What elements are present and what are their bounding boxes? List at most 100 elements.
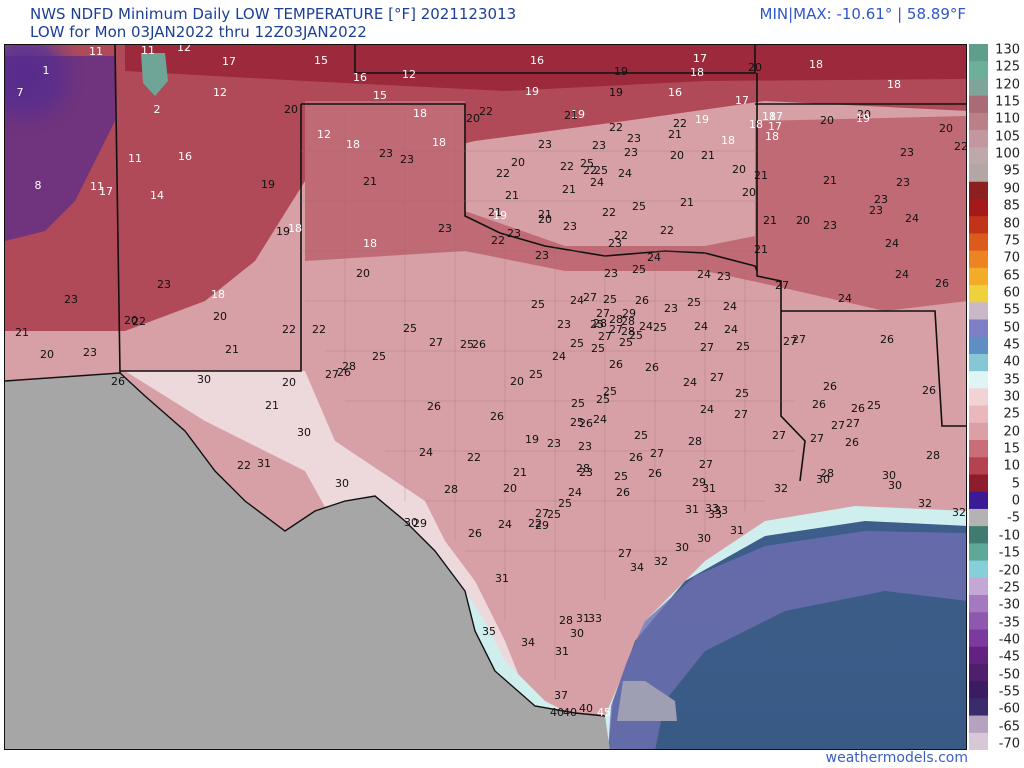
color-scale-tick: -50	[998, 667, 1020, 683]
temp-label: 8	[35, 179, 42, 192]
temp-label: 30	[570, 627, 584, 640]
temp-label: 12	[213, 86, 227, 99]
temp-label: 25	[596, 393, 610, 406]
color-scale-swatch	[969, 491, 988, 510]
temp-label: 20	[670, 149, 684, 162]
temp-label: 26	[337, 366, 351, 379]
color-scale-tick: -55	[998, 684, 1020, 700]
temp-label: 31	[730, 524, 744, 537]
temp-label: 11	[90, 180, 104, 193]
temp-label: 26	[648, 467, 662, 480]
credit-link[interactable]: weathermodels.com	[825, 750, 968, 766]
temp-label: 29	[413, 517, 427, 530]
color-scale-tick: -35	[998, 615, 1020, 631]
temp-label: 25	[653, 321, 667, 334]
color-scale-tick: 90	[1003, 181, 1020, 197]
temp-label: 24	[419, 446, 433, 459]
temp-label: 31	[702, 482, 716, 495]
map-title: NWS NDFD Minimum Daily LOW TEMPERATURE […	[30, 5, 516, 41]
color-scale-swatch	[969, 95, 988, 114]
color-scale-tick: 25	[1003, 406, 1020, 422]
temp-label: 23	[535, 249, 549, 262]
temp-label: 28	[926, 449, 940, 462]
color-scale-tick: -65	[998, 719, 1020, 735]
temp-label: 11	[128, 152, 142, 165]
temp-label: 18	[887, 78, 901, 91]
temp-label: 17	[769, 110, 783, 123]
color-scale-swatch	[969, 285, 988, 303]
temp-label: 18	[809, 58, 823, 71]
temp-label: 23	[664, 302, 678, 315]
temp-label: 21	[363, 175, 377, 188]
temp-label: 20	[939, 122, 953, 135]
temp-label: 40	[563, 706, 577, 719]
temp-label: 23	[592, 139, 606, 152]
temp-label: 26	[935, 277, 949, 290]
temp-label: 25	[867, 399, 881, 412]
temp-label: 1	[43, 64, 50, 77]
temp-label: 18	[721, 134, 735, 147]
temp-label: 24	[697, 268, 711, 281]
temp-label: 25	[570, 337, 584, 350]
temp-label: 20	[796, 214, 810, 227]
color-scale-swatch	[969, 181, 988, 200]
temperature-map[interactable]: 1 11 11 12 17 15 16 17 18 20 16 12 19 18 18 7 12 15 19 19 16…	[4, 44, 967, 750]
temp-label: 34	[521, 636, 535, 649]
temp-label: 25	[619, 336, 633, 349]
temp-label: 19	[571, 108, 585, 121]
temp-label: 23	[64, 293, 78, 306]
temp-label: 28	[342, 360, 356, 373]
temp-label: 19	[525, 433, 539, 446]
color-scale-swatch	[969, 457, 988, 476]
temp-label: 26	[645, 361, 659, 374]
color-scale-swatch	[969, 371, 988, 389]
temp-label: 32	[654, 555, 668, 568]
temp-label: 24	[618, 167, 632, 180]
temp-label: 20	[356, 267, 370, 280]
temp-label: 30	[882, 469, 896, 482]
temp-label: 40	[579, 702, 593, 715]
temp-label: 22	[954, 140, 967, 153]
temp-label: 25	[590, 318, 604, 331]
temp-label: 27	[831, 419, 845, 432]
temp-label: 23	[579, 466, 593, 479]
temp-label: 20	[748, 61, 762, 74]
temp-label: 21	[488, 206, 502, 219]
temp-label: 21	[680, 196, 694, 209]
temp-label: 19	[609, 86, 623, 99]
temp-label: 17	[768, 120, 782, 133]
temp-label: 26	[845, 436, 859, 449]
temp-label: 29	[692, 476, 706, 489]
temp-label: 32	[952, 506, 966, 519]
temp-label: 25	[372, 350, 386, 363]
temp-label: 22	[528, 517, 542, 530]
color-scale-tick: 0	[1011, 493, 1020, 509]
temp-label: 26	[635, 294, 649, 307]
temp-label: 12	[317, 128, 331, 141]
temp-label: 26	[851, 402, 865, 415]
color-scale-tick: 15	[1003, 441, 1020, 457]
mexico	[5, 373, 610, 749]
color-scale-swatch	[969, 629, 988, 648]
temp-label: 25	[460, 338, 474, 351]
temp-label: 23	[578, 440, 592, 453]
color-scale-tick: 20	[1003, 424, 1020, 440]
temp-label: 23	[557, 318, 571, 331]
temp-label: 29	[535, 519, 549, 532]
temp-label: 19	[261, 178, 275, 191]
color-scale-tick: -45	[998, 649, 1020, 665]
temp-label: 32	[774, 482, 788, 495]
temp-label: 20	[511, 156, 525, 169]
temp-label: 34	[630, 561, 644, 574]
color-scale-bar	[969, 44, 988, 750]
temp-label: 22	[467, 451, 481, 464]
temp-label: 20	[742, 186, 756, 199]
temp-label: 26	[472, 338, 486, 351]
temp-label: 27	[429, 336, 443, 349]
temp-label: 21	[754, 243, 768, 256]
temp-label: 24	[723, 300, 737, 313]
temp-label: 22	[491, 234, 505, 247]
temp-label: 22	[583, 164, 597, 177]
temp-label: 23	[896, 176, 910, 189]
temp-label: 15	[373, 89, 387, 102]
